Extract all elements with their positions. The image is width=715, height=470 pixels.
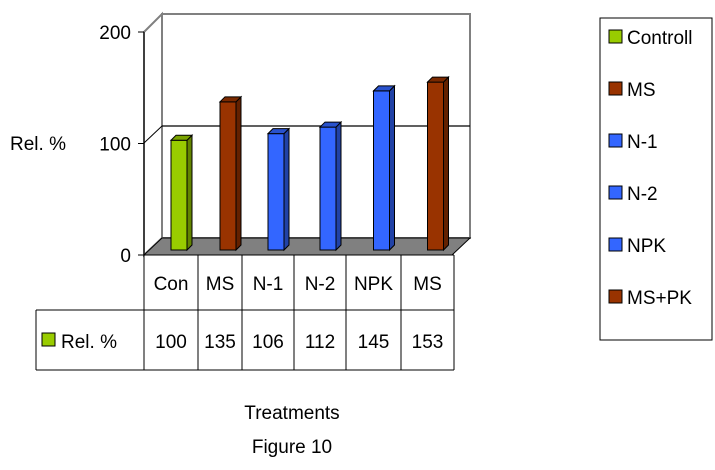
bar-top: [266, 128, 291, 135]
bar-front: [427, 81, 444, 251]
floor: [142, 237, 472, 256]
legend-swatch: [608, 81, 623, 96]
y-tick-label: 100: [99, 135, 131, 156]
category-label: NPK: [354, 274, 393, 295]
bar-side: [283, 127, 290, 252]
bar-side: [443, 75, 449, 252]
bar: [426, 75, 450, 252]
bar-top: [372, 85, 396, 92]
bar-top: [169, 134, 194, 141]
bar-front: [170, 139, 188, 251]
y-ticks: 0 100 200: [99, 23, 144, 267]
bar: [266, 127, 291, 252]
table-row-label: Rel. %: [61, 332, 117, 353]
bar: [169, 134, 194, 252]
legend-swatch: [608, 133, 623, 148]
legend: Controll MS N-1 N-2 NPK MS+PK: [608, 28, 692, 309]
y-axis-label: Rel. %: [10, 134, 66, 155]
data-value-label: 145: [358, 332, 390, 353]
bar-side: [389, 84, 395, 252]
category-label: N-1: [253, 274, 284, 295]
bar-front: [267, 133, 285, 251]
category-label: MS: [413, 274, 442, 295]
bar-top: [318, 121, 343, 128]
bar-side: [186, 134, 193, 252]
legend-frame: [599, 17, 713, 341]
legend-swatch: [608, 289, 623, 304]
legend-label: MS+PK: [627, 288, 692, 309]
y-tick-label: 200: [99, 23, 131, 44]
bar-top: [426, 76, 450, 83]
data-value-label: 106: [252, 332, 284, 353]
legend-swatch: [608, 185, 623, 200]
legend-label: NPK: [627, 236, 666, 257]
bars: [169, 75, 450, 252]
category-label: Con: [154, 274, 189, 295]
data-value-label: 135: [204, 332, 236, 353]
figure-caption: Figure 10: [252, 437, 332, 458]
data-value-label: 112: [305, 332, 335, 353]
gridline-side: [143, 125, 163, 144]
bar-front: [219, 101, 237, 251]
bar: [218, 95, 243, 252]
bar-side: [335, 120, 342, 252]
legend-label: MS: [627, 80, 656, 101]
table-legend-key: [41, 332, 56, 347]
legend-label: N-1: [627, 132, 658, 153]
category-label: N-2: [305, 274, 336, 295]
bar-front: [319, 126, 337, 251]
legend-label: Controll: [627, 28, 692, 49]
category-label: MS: [206, 274, 235, 295]
bar: [372, 84, 396, 252]
legend-swatch: [608, 29, 623, 44]
gridlines: [143, 125, 470, 144]
data-value-label: 100: [155, 332, 187, 353]
data-value-label: 153: [412, 332, 444, 353]
bar: [318, 120, 343, 252]
legend-label: N-2: [627, 184, 658, 205]
bar-side: [235, 95, 242, 252]
legend-swatch: [608, 237, 623, 252]
bar-front: [373, 90, 390, 251]
data-table: Con 100 MS 135 N-1 106 N-2 112 NPK 145 MS 153 Rel. %: [35, 254, 455, 371]
bar-top: [218, 96, 243, 103]
x-axis-label: Treatments: [244, 403, 339, 424]
y-tick-label: 0: [120, 246, 131, 267]
